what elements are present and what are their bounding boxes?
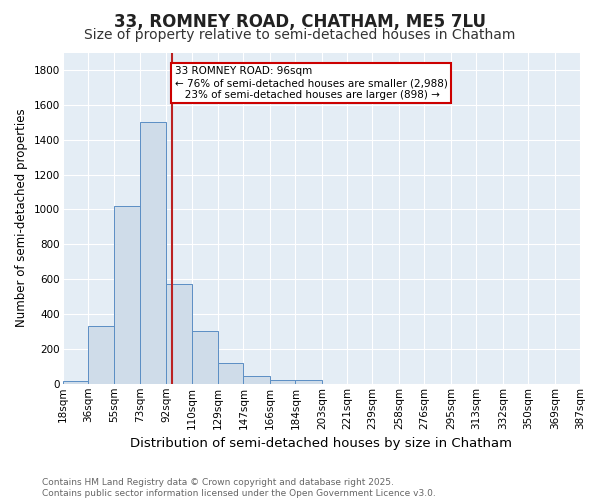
Bar	[88, 326, 115, 384]
Bar	[140, 122, 166, 384]
X-axis label: Distribution of semi-detached houses by size in Chatham: Distribution of semi-detached houses by …	[130, 437, 512, 450]
Bar	[270, 380, 295, 384]
Bar	[244, 376, 270, 384]
Text: Contains HM Land Registry data © Crown copyright and database right 2025.
Contai: Contains HM Land Registry data © Crown c…	[42, 478, 436, 498]
Bar	[218, 363, 244, 384]
Text: 33, ROMNEY ROAD, CHATHAM, ME5 7LU: 33, ROMNEY ROAD, CHATHAM, ME5 7LU	[114, 12, 486, 30]
Bar	[295, 380, 322, 384]
Bar	[166, 284, 191, 384]
Bar	[115, 206, 140, 384]
Y-axis label: Number of semi-detached properties: Number of semi-detached properties	[15, 109, 28, 328]
Text: 33 ROMNEY ROAD: 96sqm
← 76% of semi-detached houses are smaller (2,988)
   23% o: 33 ROMNEY ROAD: 96sqm ← 76% of semi-deta…	[175, 66, 448, 100]
Bar	[62, 380, 88, 384]
Bar	[191, 332, 218, 384]
Text: Size of property relative to semi-detached houses in Chatham: Size of property relative to semi-detach…	[85, 28, 515, 42]
